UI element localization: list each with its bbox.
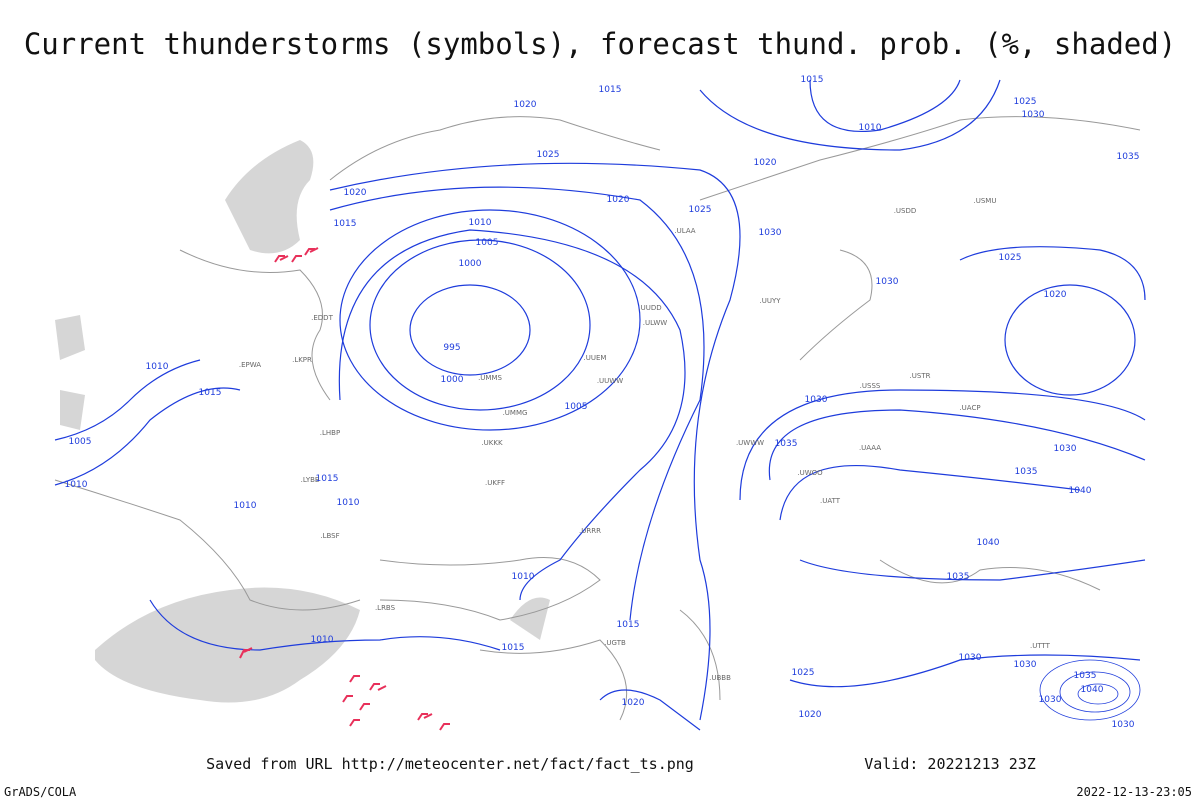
isobar-label: 1020: [622, 698, 645, 708]
isobar-label: 1040: [1069, 486, 1092, 496]
probability-shading: [55, 140, 550, 703]
station-code: .UUYY: [759, 297, 781, 305]
map-labels: 1015 1015 1020 1025 1010 1020 1025 1030 1035 1020…: [65, 75, 1140, 730]
isobar-label: 1015: [502, 643, 525, 653]
map-area: 1015 1015 1020 1025 1010 1020 1025 1030 1035 1020…: [54, 72, 1146, 731]
isobar-label: 1020: [344, 188, 367, 198]
station-code: .UGTB: [604, 639, 626, 647]
valid-time: Valid: 20221213 23Z: [864, 755, 1036, 773]
isobar-label: 1040: [977, 538, 1000, 548]
station-code: .USSS: [860, 382, 881, 390]
station-code: .LBSF: [320, 532, 339, 540]
source-url: Saved from URL http://meteocenter.net/fa…: [206, 755, 694, 773]
thunderstorm-symbols: [239, 247, 450, 731]
station-code: .UACP: [959, 404, 980, 412]
isobar-label: 1030: [1039, 695, 1062, 705]
isobar-label: 1035: [1015, 467, 1038, 477]
coastlines: [54, 116, 1141, 721]
isobar-label: 1030: [876, 277, 899, 287]
isobar-label: 1025: [689, 205, 712, 215]
station-code: .UKKK: [481, 439, 503, 447]
title: Current thunderstorms (symbols), forecas…: [24, 27, 1176, 61]
station-code: .UMMS: [478, 374, 502, 382]
isobar-label: 1040: [1081, 685, 1104, 695]
isobar-label: 1005: [565, 402, 588, 412]
isobar-label: 1010: [311, 635, 334, 645]
isobar-label: 1030: [1022, 110, 1045, 120]
station-code: .UUEM: [584, 354, 607, 362]
isobar-label: 1035: [775, 439, 798, 449]
station-code: .USTR: [910, 372, 931, 380]
high-pressure-contours: [1039, 659, 1141, 721]
isobar-label: 1015: [199, 388, 222, 398]
isobar-label: 1015: [316, 474, 339, 484]
isobar-label: 1010: [146, 362, 169, 372]
isobar-label: 995: [443, 343, 460, 353]
isobar-label: 1010: [469, 218, 492, 228]
isobar-label: 1030: [1014, 660, 1037, 670]
isobar-label: 1020: [607, 195, 630, 205]
station-code: .UKFF: [485, 479, 505, 487]
station-code: .USMU: [974, 197, 997, 205]
isobar-label: 1000: [441, 375, 464, 385]
isobar-label: 1020: [514, 100, 537, 110]
isobar-label: 1030: [1112, 720, 1135, 730]
station-code: .LHBP: [320, 429, 340, 437]
station-code: .URRR: [579, 527, 601, 535]
isobar-label: 1020: [754, 158, 777, 168]
isobar-label: 1020: [1044, 290, 1067, 300]
isobar-label: 1005: [476, 238, 499, 248]
station-code: .UWOO: [797, 469, 823, 477]
isobar-label: 1015: [599, 85, 622, 95]
station-code: .ULAA: [674, 227, 695, 235]
station-code: .UTTT: [1030, 642, 1051, 650]
map-frame: [55, 72, 1145, 730]
isobar-label: 1030: [1054, 444, 1077, 454]
isobar-label: 1015: [617, 620, 640, 630]
isobar-label: 1010: [859, 123, 882, 133]
isobar-label: 1000: [459, 259, 482, 269]
isobar-label: 1015: [801, 75, 824, 85]
software: GrADS/COLA: [4, 785, 77, 799]
isobar-label: 1035: [1074, 671, 1097, 681]
isobar-label: 1035: [1117, 152, 1140, 162]
isobar-label: 1030: [759, 228, 782, 238]
isobar-label: 1005: [69, 437, 92, 447]
station-code: .LRBS: [375, 604, 396, 612]
isobar-label: 1010: [65, 480, 88, 490]
station-code: .EPWA: [239, 361, 261, 369]
isobar-label: 1010: [512, 572, 535, 582]
isobar-label: 1010: [337, 498, 360, 508]
isobar-label: 1025: [999, 253, 1022, 263]
station-code: .LYBE: [301, 476, 320, 484]
isobar-label: 1025: [1014, 97, 1037, 107]
isobar-label: 1015: [334, 219, 357, 229]
station-code: .UUWW: [597, 377, 623, 385]
station-code: .UAAA: [859, 444, 881, 452]
station-code: .USDD: [894, 207, 917, 215]
station-code: .UATT: [820, 497, 841, 505]
isobar-label: 1010: [234, 501, 257, 511]
station-code: .UBBB: [709, 674, 731, 682]
station-code: .EDDT: [311, 314, 333, 322]
isobar-label: 1035: [947, 572, 970, 582]
isobars: [54, 79, 1146, 731]
isobar-label: 1020: [799, 710, 822, 720]
station-code: .LKPR: [292, 356, 312, 364]
station-code: .UMMG: [503, 409, 528, 417]
isobar-label: 1030: [959, 653, 982, 663]
timestamp: 2022-12-13-23:05: [1076, 785, 1192, 799]
isobar-label: 1030: [805, 395, 828, 405]
station-code: .UWWW: [736, 439, 764, 447]
isobar-label: 1025: [792, 668, 815, 678]
isobar-label: 1025: [537, 150, 560, 160]
station-code: .UUDD: [638, 304, 661, 312]
station-code: .ULWW: [643, 319, 668, 327]
